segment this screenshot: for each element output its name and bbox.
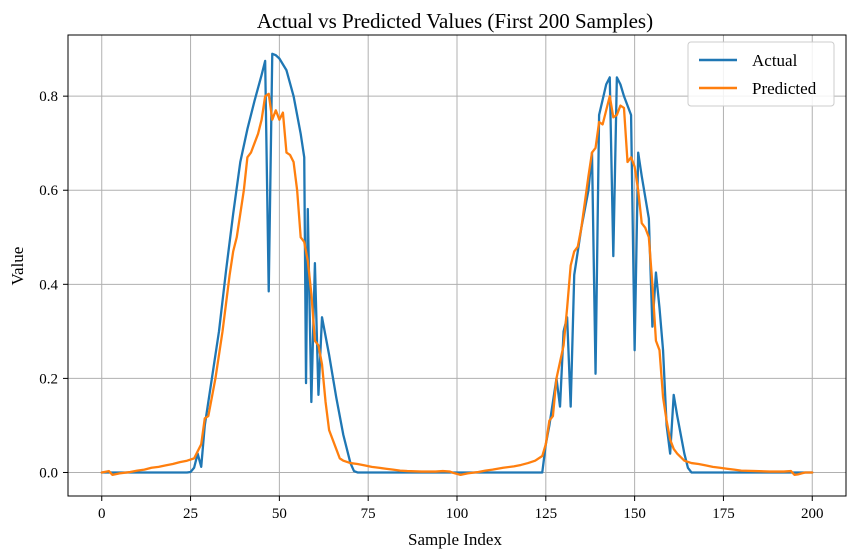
x-tick-label: 75 [361,506,376,522]
x-tick-label: 25 [183,506,198,522]
y-tick-label: 0.6 [39,183,58,199]
y-tick-label: 0.2 [39,371,58,387]
x-tick-label: 200 [801,506,824,522]
x-tick-label: 150 [623,506,646,522]
legend-predicted-label: Predicted [752,79,817,98]
chart-title: Actual vs Predicted Values (First 200 Sa… [257,9,653,33]
x-axis-ticks: 0 25 50 75 100 125 150 175 200 [98,496,824,522]
legend-actual-label: Actual [752,51,798,70]
x-tick-label: 50 [272,506,287,522]
y-tick-label: 0.8 [39,89,58,105]
legend-box [687,41,835,107]
y-tick-label: 0.4 [39,277,58,293]
x-tick-label: 100 [446,506,469,522]
x-tick-label: 125 [535,506,558,522]
legend: Actual Predicted [687,41,835,107]
series-line-predicted [100,92,814,476]
y-tick-label: 0.0 [39,465,58,481]
x-axis-label: Sample Index [408,530,502,549]
series-layer [100,52,814,476]
x-tick-label: 0 [98,506,106,522]
x-tick-label: 175 [712,506,735,522]
y-axis-label: Value [8,247,27,286]
y-axis-ticks: 0.0 0.2 0.4 0.6 0.8 [39,89,68,481]
